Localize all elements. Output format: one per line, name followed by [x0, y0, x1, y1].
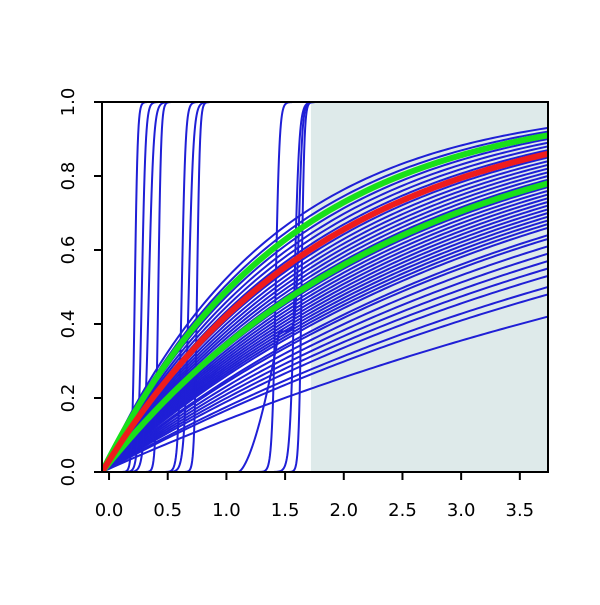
x-tick-label: 1.0: [212, 500, 241, 521]
x-tick-label: 3.0: [447, 500, 476, 521]
median-curve-layer: [102, 150, 548, 472]
sample-curve: [102, 234, 548, 472]
band-lower-curve: [102, 180, 548, 472]
sample-curve: [102, 126, 548, 472]
step-curve: [102, 102, 548, 472]
sample-curve: [102, 237, 548, 472]
sample-curve: [102, 286, 548, 472]
sample-curve: [102, 171, 548, 472]
sample-curve: [102, 193, 548, 472]
band-curves-layer: [102, 132, 548, 472]
sample-curve: [102, 293, 548, 472]
median-curve: [102, 150, 548, 472]
sample-curve: [102, 252, 548, 472]
sample-curve: [102, 145, 548, 472]
sample-curve: [102, 245, 548, 472]
sample-curve: [102, 204, 548, 472]
x-tick-label: 1.5: [271, 500, 300, 521]
sample-curve: [102, 226, 548, 472]
axes-layer: 0.0 0.5 1.0 1.5 2.0 2.5 3.0 3.5 0.0 0.2 0.4 0.6 0.8 1…: [58, 88, 549, 521]
sample-curve: [102, 315, 548, 472]
x-tick-label: 0.5: [153, 500, 182, 521]
sample-curve: [102, 163, 548, 472]
x-tick-label: 3.5: [506, 500, 535, 521]
sample-curve: [102, 215, 548, 472]
sample-curve: [102, 175, 548, 472]
sample-curve: [102, 200, 548, 472]
x-tick-label: 2.0: [329, 500, 358, 521]
y-tick-label: 1.0: [58, 88, 79, 117]
sample-curve: [102, 160, 548, 472]
sample-curves-layer: [102, 102, 548, 472]
sample-curve: [102, 219, 548, 472]
plot-frame: [101, 101, 549, 473]
y-tick-label: 0.8: [58, 162, 79, 191]
y-tick-label: 0.2: [58, 384, 79, 413]
sample-curve: [102, 260, 548, 472]
sample-curve: [102, 141, 548, 472]
y-tick-label: 0.4: [58, 310, 79, 339]
x-tick-label: 2.5: [388, 500, 417, 521]
sample-curve: [102, 197, 548, 472]
step-curve: [102, 102, 548, 472]
sample-curve: [102, 212, 548, 472]
sample-curve: [102, 274, 548, 472]
sample-curve: [102, 223, 548, 472]
sample-curve: [102, 167, 548, 472]
y-tick-label: 0.6: [58, 236, 79, 265]
band-upper-curve: [102, 132, 548, 472]
y-tick-label: 0.0: [58, 458, 79, 487]
sample-curve: [102, 267, 548, 472]
x-tick-label: 0.0: [95, 500, 124, 521]
sample-curve: [102, 208, 548, 472]
